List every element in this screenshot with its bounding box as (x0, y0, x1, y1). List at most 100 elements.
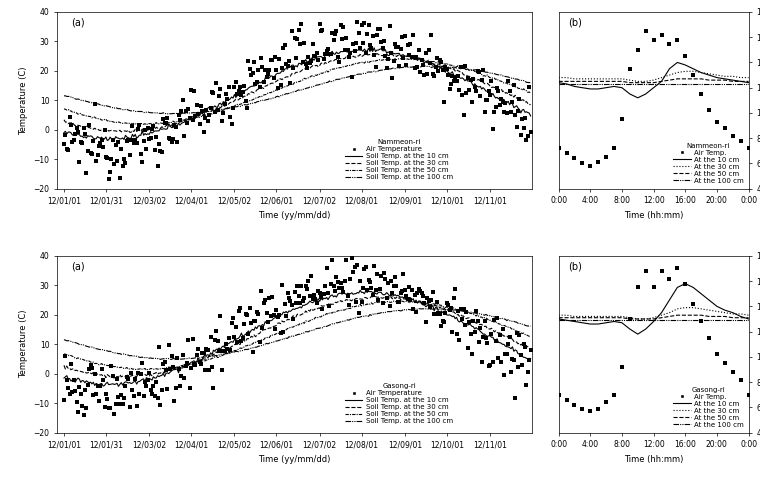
Point (119, 382, 131, 390)
Legend: Air Temperature, Soil Temp. at the 10 cm, Soil Temp. at the 30 cm, Soil Temp. at: Air Temperature, Soil Temp. at the 10 cm… (344, 138, 454, 182)
Point (94, 382, 106, 390)
Point (296, 21, 308, 28)
Point (199, 366, 211, 373)
Point (326, 29, 338, 37)
Point (199, 114, 211, 122)
Point (135, 370, 147, 378)
Point (297, 58, 309, 66)
Point (143, 135, 155, 143)
Point (449, 73, 461, 80)
Point (128, 139, 140, 147)
Point (219, 348, 231, 355)
Point (193, 120, 205, 128)
Point (311, 299, 323, 306)
Point (477, 66, 489, 74)
Point (418, 299, 430, 307)
Point (68, 376, 80, 384)
Point (271, 84, 283, 91)
Point (171, 354, 183, 362)
Point (266, 56, 278, 64)
Point (107, 136, 119, 143)
Point (261, 73, 273, 81)
Point (470, 308, 482, 315)
Point (406, 53, 418, 61)
Point (513, 332, 525, 339)
Point (139, 378, 151, 385)
Point (65, 121, 77, 129)
Point (236, 92, 248, 99)
Point (276, 281, 288, 289)
Point (407, 31, 420, 39)
Point (464, 76, 477, 84)
Point (286, 27, 298, 34)
Point (98, 126, 111, 133)
Point (512, 107, 524, 115)
Point (374, 25, 386, 33)
Point (301, 64, 313, 71)
Point (469, 83, 481, 90)
Point (259, 66, 271, 74)
Point (116, 163, 128, 170)
Point (198, 349, 210, 357)
Point (743, 391, 755, 399)
Point (671, 36, 683, 43)
Point (357, 284, 369, 292)
Point (299, 60, 312, 67)
Point (100, 390, 112, 398)
Point (727, 132, 739, 140)
Point (273, 55, 285, 63)
Point (383, 302, 395, 310)
Point (687, 300, 699, 308)
Point (213, 348, 225, 355)
Point (294, 299, 306, 307)
Point (311, 49, 323, 57)
Point (108, 410, 120, 418)
Point (269, 54, 281, 61)
Point (350, 39, 362, 47)
Point (411, 290, 423, 297)
Point (159, 358, 171, 366)
Point (560, 396, 572, 403)
Point (314, 290, 326, 297)
Point (196, 107, 208, 114)
Point (323, 51, 335, 58)
Point (368, 262, 380, 270)
Point (453, 337, 465, 344)
Point (141, 145, 153, 152)
Point (220, 340, 232, 348)
Point (121, 138, 133, 145)
Point (236, 334, 249, 342)
Point (141, 382, 153, 390)
Point (173, 111, 185, 119)
Point (471, 67, 483, 75)
Point (687, 71, 699, 79)
Point (426, 296, 438, 304)
Point (277, 44, 290, 52)
Point (371, 31, 383, 38)
Point (281, 62, 293, 70)
Point (483, 363, 495, 370)
Point (727, 368, 739, 376)
Point (84, 149, 97, 156)
Point (271, 306, 283, 314)
Point (404, 40, 416, 47)
Point (318, 290, 330, 298)
Point (461, 74, 473, 82)
Point (174, 382, 186, 390)
Point (441, 65, 453, 73)
Point (217, 347, 230, 355)
Point (103, 404, 115, 412)
Point (401, 61, 413, 69)
Point (239, 97, 252, 105)
Point (463, 86, 475, 93)
Point (393, 298, 405, 306)
Point (283, 294, 295, 302)
Point (195, 102, 207, 109)
Point (363, 276, 375, 283)
Point (161, 385, 173, 393)
Point (466, 350, 478, 358)
Point (280, 60, 292, 68)
Point (504, 333, 516, 341)
Point (484, 361, 496, 369)
Point (316, 26, 328, 33)
